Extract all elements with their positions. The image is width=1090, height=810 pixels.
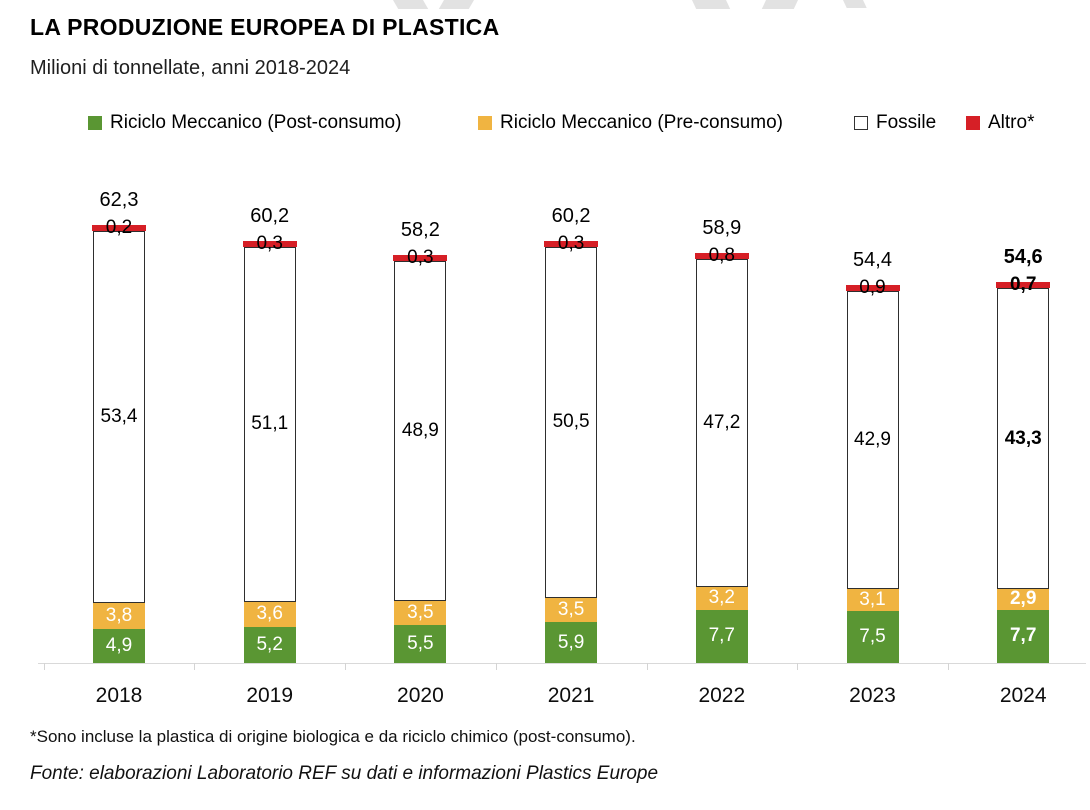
bar-segment-pre: 3,2: [695, 587, 748, 610]
axis-tick: [345, 663, 347, 670]
legend-swatch-fossile-icon: [854, 116, 868, 130]
bar-segment-post: 7,7: [997, 609, 1050, 663]
bar-segment-fossile: 50,5: [545, 246, 598, 598]
segment-label: 53,4: [100, 405, 138, 427]
altro-label: 0,8: [708, 245, 735, 267]
total-label: 54,4: [853, 248, 892, 271]
total-label: 54,6: [1003, 246, 1043, 269]
bar-segment-fossile: 48,9: [394, 260, 447, 601]
segment-label: 7,5: [859, 625, 886, 647]
altro-label: 0,9: [859, 277, 886, 298]
legend-label: Riciclo Meccanico (Pre-consumo): [500, 112, 783, 133]
segment-label: 4,9: [105, 634, 133, 656]
legend-label: Altro*: [988, 112, 1035, 133]
bar-segment-fossile: 43,3: [997, 288, 1050, 590]
year-label: 2018: [95, 684, 143, 707]
bar-segment-fossile: 47,2: [695, 259, 748, 588]
legend-item-pre-consumo: Riciclo Meccanico (Pre-consumo): [478, 112, 783, 134]
legend-item-fossile: Fossile: [854, 112, 936, 134]
legend-item-altro: Altro*: [966, 112, 1034, 134]
chart-subtitle: Milioni di tonnellate, anni 2018-2024: [30, 57, 351, 79]
altro-label: 0,3: [557, 232, 585, 254]
legend-label: Riciclo Meccanico (Post-consumo): [110, 112, 402, 133]
segment-label: 7,7: [708, 625, 735, 647]
segment-label: 47,2: [703, 412, 741, 434]
total-label: 58,9: [702, 217, 742, 240]
bar-segment-fossile: 42,9: [846, 291, 899, 590]
segment-label: 7,7: [1009, 625, 1037, 647]
source-note: Fonte: elaborazioni Laboratorio REF su d…: [30, 763, 659, 784]
axis-tick: [194, 663, 196, 670]
bar-segment-pre: 3,1: [846, 589, 899, 611]
bar-segment-altro: [544, 240, 599, 247]
axis-tick: [947, 663, 949, 670]
bar-segment-post: 4,9: [93, 628, 145, 663]
total-label: 62,3: [99, 189, 139, 212]
year-label: 2022: [698, 684, 746, 707]
bar-segment-pre: 3,5: [545, 597, 598, 622]
bar-segment-altro: [393, 254, 448, 261]
year-label: 2023: [849, 684, 896, 707]
total-label: 60,2: [551, 204, 591, 227]
segment-label: 3,1: [859, 589, 886, 611]
axis-tick: [43, 663, 45, 670]
legend-swatch-altro-icon: [966, 116, 980, 130]
segment-label: 3,5: [557, 598, 585, 620]
year-label: 2020: [397, 684, 444, 707]
segment-label: 5,9: [557, 631, 585, 653]
segment-label: 43,3: [1004, 427, 1042, 449]
segment-label: 50,5: [552, 411, 590, 433]
bar-segment-altro: [694, 253, 749, 260]
bar-segment-post: 5,2: [243, 626, 296, 663]
legend-swatch-pre-consumo-icon: [478, 116, 492, 130]
legend-item-post-consumo: Riciclo Meccanico (Post-consumo): [88, 112, 401, 134]
segment-label: 48,9: [401, 419, 439, 441]
bar-segment-altro: [845, 284, 900, 292]
total-label: 60,2: [250, 204, 290, 227]
legend-label: Fossile: [876, 112, 937, 133]
year-label: 2021: [547, 684, 595, 707]
footnote: *Sono incluse la plastica di origine bio…: [30, 727, 636, 746]
bar-segment-altro: [996, 282, 1051, 289]
bar-segment-post: 7,5: [846, 610, 899, 663]
segment-label: 3,8: [105, 604, 133, 626]
segment-label: 3,2: [708, 587, 735, 609]
bar-segment-pre: 3,8: [93, 602, 145, 629]
axis-tick: [797, 663, 799, 670]
altro-label: 0,7: [1009, 274, 1037, 296]
bar-segment-fossile: 51,1: [243, 246, 296, 602]
axis-tick: [646, 663, 648, 670]
axis-tick: [495, 663, 497, 670]
segment-label: 51,1: [251, 413, 289, 435]
altro-label: 0,3: [407, 246, 434, 268]
year-label: 2019: [246, 684, 294, 707]
bar-segment-fossile: 53,4: [93, 231, 145, 603]
bar-segment-altro: [242, 240, 297, 247]
bar-segment-pre: 2,9: [997, 588, 1050, 610]
segment-label: 3,5: [407, 601, 434, 623]
segment-label: 5,2: [256, 633, 283, 655]
altro-label: 0,3: [256, 232, 283, 254]
total-label: 58,2: [400, 218, 440, 241]
bar-segment-post: 7,7: [695, 609, 748, 663]
segment-label: 2,9: [1009, 588, 1037, 610]
bar-segment-post: 5,5: [394, 624, 447, 663]
segment-label: 5,5: [407, 632, 434, 654]
legend-swatch-post-consumo-icon: [88, 116, 102, 130]
altro-label: 0,2: [105, 217, 133, 239]
segment-label: 42,9: [854, 429, 891, 451]
year-label: 2024: [999, 684, 1047, 707]
bar-segment-pre: 3,6: [243, 601, 296, 627]
axis-baseline: [38, 663, 1086, 664]
bar-segment-pre: 3,5: [394, 600, 447, 625]
bar-segment-post: 5,9: [545, 622, 598, 663]
bar-segment-altro: [92, 225, 146, 232]
segment-label: 3,6: [256, 603, 283, 625]
chart-title: LA PRODUZIONE EUROPEA DI PLASTICA: [30, 14, 500, 40]
